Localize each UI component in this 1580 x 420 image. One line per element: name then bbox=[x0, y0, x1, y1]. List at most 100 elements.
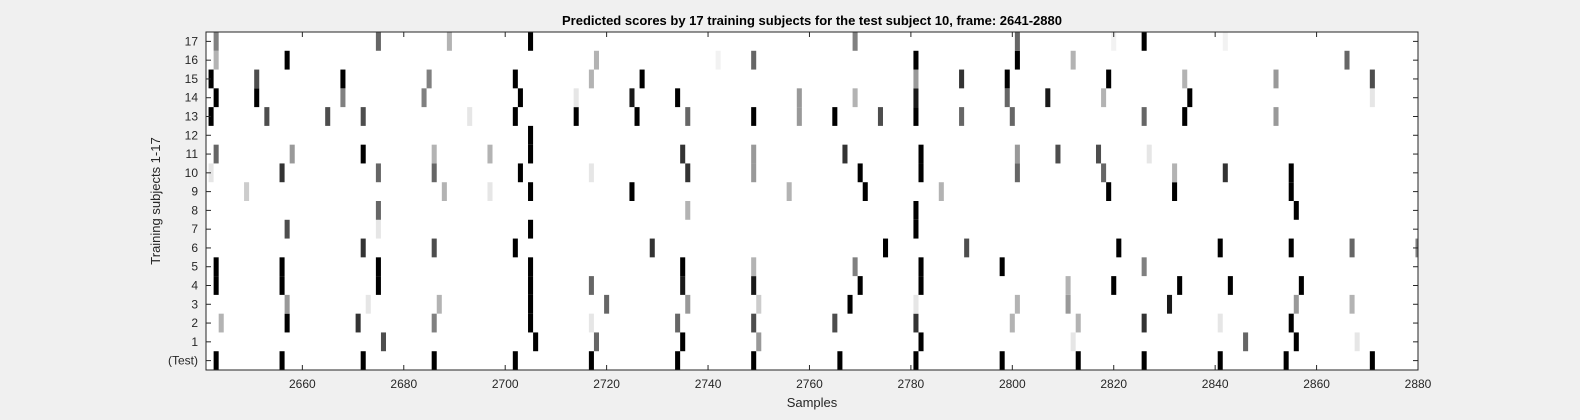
heatmap-cell bbox=[1106, 182, 1112, 201]
heatmap-cell bbox=[675, 313, 681, 333]
x-tick-label: 2700 bbox=[492, 377, 519, 391]
heatmap-cell bbox=[751, 163, 757, 183]
heatmap-cell bbox=[786, 182, 792, 201]
heatmap-cell bbox=[512, 107, 518, 126]
y-tick-label: 12 bbox=[185, 128, 199, 142]
heatmap-cell bbox=[913, 294, 919, 314]
heatmap-cell bbox=[857, 276, 863, 295]
x-axis-label: Samples bbox=[787, 395, 838, 410]
heatmap-cell bbox=[1070, 332, 1076, 352]
heatmap-cell bbox=[528, 32, 534, 51]
heatmap-cell bbox=[1293, 294, 1299, 314]
x-tick-label: 2800 bbox=[999, 377, 1026, 391]
heatmap-cell bbox=[573, 107, 579, 126]
heatmap-cell bbox=[375, 163, 381, 183]
heatmap-cell bbox=[573, 88, 579, 108]
y-tick-label: 16 bbox=[185, 53, 199, 67]
y-tick-label: 9 bbox=[191, 185, 198, 199]
chart-title: Predicted scores by 17 training subjects… bbox=[562, 13, 1062, 28]
heatmap-cell bbox=[588, 69, 594, 89]
heatmap-cell bbox=[218, 313, 224, 333]
heatmap-cell bbox=[913, 88, 919, 108]
heatmap-cell bbox=[964, 238, 970, 258]
heatmap-cell bbox=[1217, 351, 1223, 370]
y-tick-label: 6 bbox=[191, 241, 198, 255]
heatmap-cell bbox=[467, 107, 473, 126]
x-tick-label: 2680 bbox=[390, 377, 417, 391]
heatmap-cell bbox=[441, 182, 447, 201]
y-tick-label: 5 bbox=[191, 260, 198, 274]
heatmap-cell bbox=[680, 257, 686, 277]
heatmap-cell bbox=[289, 144, 295, 164]
heatmap-cell bbox=[847, 294, 853, 314]
heatmap-cell bbox=[1354, 332, 1360, 352]
heatmap-cell bbox=[1288, 163, 1294, 183]
y-tick-label: 14 bbox=[185, 91, 199, 105]
heatmap-cell bbox=[431, 144, 437, 164]
heatmap-cell bbox=[1172, 163, 1178, 183]
heatmap-cell bbox=[340, 69, 346, 89]
heatmap-cell bbox=[340, 88, 346, 108]
heatmap-cell bbox=[1141, 313, 1147, 333]
heatmap-cell bbox=[1101, 163, 1107, 183]
heatmap-cell bbox=[244, 182, 250, 201]
heatmap-cell bbox=[1369, 351, 1375, 370]
heatmap-cell bbox=[756, 332, 762, 352]
heatmap-cell bbox=[857, 163, 863, 183]
heatmap-cell bbox=[375, 201, 381, 220]
x-tick-label: 2860 bbox=[1303, 377, 1330, 391]
heatmap-cell bbox=[1009, 313, 1015, 333]
heatmap-cell bbox=[877, 107, 883, 126]
heatmap-cell bbox=[1065, 276, 1071, 295]
heatmap-cell bbox=[208, 107, 214, 126]
y-tick-label: 1 bbox=[191, 335, 198, 349]
heatmap-cell bbox=[1273, 69, 1279, 89]
heatmap-cell bbox=[1111, 276, 1117, 295]
heatmap-cell bbox=[999, 351, 1005, 370]
heatmap-cell bbox=[1014, 163, 1020, 183]
heatmap-cell bbox=[517, 88, 523, 108]
heatmap-cell bbox=[675, 351, 681, 370]
heatmap-cell bbox=[1009, 107, 1015, 126]
heatmap-cell bbox=[1349, 238, 1355, 258]
heatmap-cell bbox=[1101, 88, 1107, 108]
heatmap-cell bbox=[604, 294, 610, 314]
heatmap-cell bbox=[751, 351, 757, 370]
heatmap-cell bbox=[213, 144, 219, 164]
heatmap-cell bbox=[675, 88, 681, 108]
heatmap-cell bbox=[639, 69, 645, 89]
heatmap-cell bbox=[918, 332, 924, 352]
heatmap-cell bbox=[862, 182, 868, 201]
heatmap-cell bbox=[918, 276, 924, 295]
heatmap-cell bbox=[375, 219, 381, 239]
y-tick-label: 15 bbox=[185, 72, 199, 86]
x-tick-label: 2740 bbox=[695, 377, 722, 391]
heatmap-cell bbox=[431, 313, 437, 333]
heatmap-cell bbox=[528, 257, 534, 277]
heatmap-cell bbox=[1288, 313, 1294, 333]
heatmap-cell bbox=[1172, 182, 1178, 201]
y-tick-label: 11 bbox=[186, 147, 199, 161]
heatmap-cell bbox=[517, 163, 523, 183]
heatmap-cell bbox=[1217, 313, 1223, 333]
heatmap-cell bbox=[208, 69, 214, 89]
heatmap-cell bbox=[1014, 294, 1020, 314]
heatmap-cell bbox=[284, 313, 290, 333]
heatmap-cell bbox=[1222, 163, 1228, 183]
heatmap-cell bbox=[959, 69, 965, 89]
heatmap-cell bbox=[1004, 69, 1010, 89]
heatmap-cell bbox=[1045, 88, 1051, 108]
heatmap-cell bbox=[751, 313, 757, 333]
heatmap-cell bbox=[528, 182, 534, 201]
heatmap-cell bbox=[1106, 69, 1112, 89]
heatmap-cell bbox=[284, 219, 290, 239]
heatmap-cell bbox=[279, 276, 285, 295]
heatmap-cell bbox=[421, 88, 427, 108]
heatmap-cell bbox=[680, 332, 686, 352]
heatmap-cell bbox=[796, 88, 802, 108]
heatmap-cell bbox=[680, 144, 686, 164]
heatmap-cell bbox=[751, 107, 757, 126]
heatmap-cell bbox=[1227, 276, 1233, 295]
heatmap-cell bbox=[685, 201, 691, 220]
